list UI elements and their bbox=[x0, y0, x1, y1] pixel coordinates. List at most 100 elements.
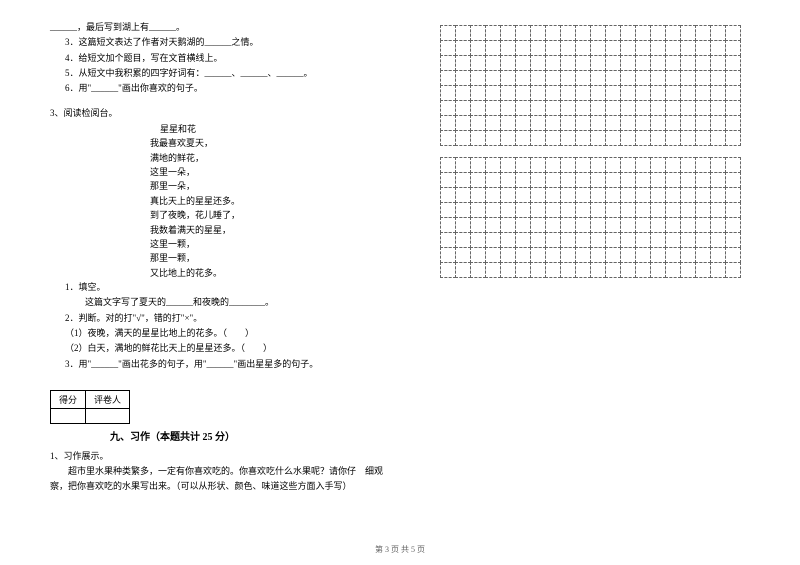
grid-cell bbox=[485, 100, 501, 116]
grid-cell bbox=[575, 202, 591, 218]
poem-line-3: 那里一朵， bbox=[150, 179, 400, 193]
grid-cell bbox=[530, 70, 546, 86]
grid-cell bbox=[575, 247, 591, 263]
grid-cell bbox=[500, 25, 516, 41]
grid-cell bbox=[485, 130, 501, 146]
grid-cell bbox=[620, 217, 636, 233]
grid-cell bbox=[650, 25, 666, 41]
grid-cell bbox=[530, 232, 546, 248]
grid-cell bbox=[470, 262, 486, 278]
grid-cell bbox=[545, 262, 561, 278]
page-container: ______，最后写到湖上有______。 3．这篇短文表达了作者对天鹅湖的__… bbox=[30, 20, 770, 495]
grid-cell bbox=[485, 157, 501, 173]
grid-cell bbox=[620, 130, 636, 146]
q3-sub2-label: 2．判断。对的打"√"，错的打"×"。 bbox=[65, 311, 400, 326]
grid-cell bbox=[545, 247, 561, 263]
grid-cell bbox=[530, 262, 546, 278]
grid-cell bbox=[515, 130, 531, 146]
grid-cell bbox=[560, 172, 576, 188]
grid-cell bbox=[470, 70, 486, 86]
grid-row bbox=[440, 157, 770, 172]
grid-cell bbox=[515, 172, 531, 188]
grid-cell bbox=[665, 130, 681, 146]
grid-cell bbox=[665, 100, 681, 116]
poem-line-0: 我最喜欢夏天， bbox=[150, 136, 400, 150]
grid-cell bbox=[575, 70, 591, 86]
grid-row bbox=[440, 25, 770, 40]
grid-cell bbox=[500, 85, 516, 101]
poem-line-9: 又比地上的花多。 bbox=[150, 266, 400, 280]
grid-cell bbox=[650, 55, 666, 71]
grid-cell bbox=[500, 70, 516, 86]
grid-cell bbox=[575, 100, 591, 116]
grid-cell bbox=[725, 25, 741, 41]
grid-cell bbox=[470, 130, 486, 146]
grid-cell bbox=[560, 187, 576, 203]
grid-cell bbox=[440, 40, 456, 56]
grid-cell bbox=[545, 157, 561, 173]
grid-cell bbox=[710, 100, 726, 116]
grid-cell bbox=[605, 217, 621, 233]
grid-cell bbox=[710, 70, 726, 86]
grid-cell bbox=[590, 25, 606, 41]
grid-cell bbox=[620, 202, 636, 218]
q3-header: 3、阅读检阅台。 bbox=[50, 106, 400, 121]
poem-line-1: 满地的鲜花， bbox=[150, 151, 400, 165]
grid-cell bbox=[515, 25, 531, 41]
grid-cell bbox=[680, 262, 696, 278]
grid-cell bbox=[710, 247, 726, 263]
grid-row bbox=[440, 217, 770, 232]
grid-cell bbox=[710, 25, 726, 41]
q3-sub2-item2: （2）白天，满地的鲜花比天上的星星还多。（ ） bbox=[65, 341, 400, 356]
grid-cell bbox=[440, 85, 456, 101]
grid-cell bbox=[605, 85, 621, 101]
grid-cell bbox=[530, 25, 546, 41]
grid-cell bbox=[680, 85, 696, 101]
grid-cell bbox=[440, 247, 456, 263]
grid-cell bbox=[530, 100, 546, 116]
grid-cell bbox=[695, 202, 711, 218]
grid-cell bbox=[530, 130, 546, 146]
grid-cell bbox=[515, 157, 531, 173]
grid-cell bbox=[665, 232, 681, 248]
grid-cell bbox=[515, 70, 531, 86]
grid-cell bbox=[680, 55, 696, 71]
grid-cell bbox=[665, 40, 681, 56]
grid-cell bbox=[695, 172, 711, 188]
grid-cell bbox=[500, 115, 516, 131]
grid-cell bbox=[605, 187, 621, 203]
grid-cell bbox=[725, 157, 741, 173]
grid-cell bbox=[605, 172, 621, 188]
left-column: ______，最后写到湖上有______。 3．这篇短文表达了作者对天鹅湖的__… bbox=[30, 20, 400, 495]
grid-row bbox=[440, 247, 770, 262]
grid-cell bbox=[680, 100, 696, 116]
score-table: 得分 评卷人 bbox=[50, 390, 130, 424]
grid-cell bbox=[500, 157, 516, 173]
grid-cell bbox=[665, 70, 681, 86]
grid-cell bbox=[620, 172, 636, 188]
grid-cell bbox=[725, 115, 741, 131]
grid-cell bbox=[620, 100, 636, 116]
writing-grid-bottom bbox=[440, 157, 770, 277]
grid-cell bbox=[605, 115, 621, 131]
q3-sub3-text: 3．用"______"画出花多的句子，用"______"画出星星多的句子。 bbox=[65, 357, 400, 372]
grid-cell bbox=[500, 247, 516, 263]
grid-cell bbox=[440, 217, 456, 233]
grid-cell bbox=[560, 40, 576, 56]
grid-cell bbox=[530, 55, 546, 71]
grid-cell bbox=[545, 85, 561, 101]
grid-cell bbox=[455, 100, 471, 116]
q3-sub1-label: 1．填空。 bbox=[65, 280, 400, 295]
grid-cell bbox=[695, 247, 711, 263]
grid-cell bbox=[545, 55, 561, 71]
grid-cell bbox=[725, 232, 741, 248]
grid-cell bbox=[695, 217, 711, 233]
grid-cell bbox=[530, 157, 546, 173]
grid-cell bbox=[590, 187, 606, 203]
grid-row bbox=[440, 40, 770, 55]
grid-cell bbox=[545, 187, 561, 203]
poem-title: 星星和花 bbox=[160, 122, 400, 136]
grid-cell bbox=[515, 100, 531, 116]
grid-cell bbox=[455, 25, 471, 41]
grid-cell bbox=[605, 202, 621, 218]
